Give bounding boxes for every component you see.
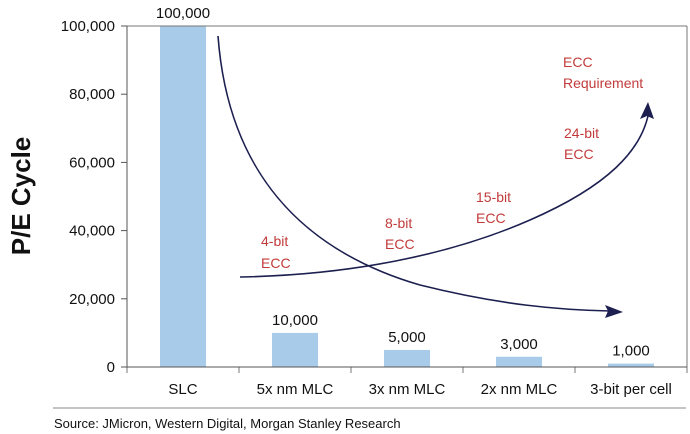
arrowhead-down-right <box>605 305 623 318</box>
x-tick-label: 3x nm MLC <box>369 381 446 398</box>
x-tick-label: 5x nm MLC <box>257 381 334 398</box>
y-axis-label: P/E Cycle <box>6 137 36 256</box>
arrowhead-up <box>640 102 654 119</box>
bar <box>160 26 206 367</box>
bar <box>496 356 542 367</box>
annotation-8bit-line2: ECC <box>385 236 415 252</box>
y-tick-label: 100,000 <box>61 18 115 35</box>
annotation-24bit-line1: 24-bit <box>564 125 599 141</box>
x-tick-label: SLC <box>168 381 197 398</box>
data-label: 3,000 <box>500 336 538 353</box>
increasing-ecc-arrow <box>239 115 649 278</box>
annotation-15bit-line1: 15-bit <box>476 189 511 205</box>
x-tick-label: 3-bit per cell <box>590 381 672 398</box>
data-label: 5,000 <box>388 329 426 346</box>
y-tick-label: 40,000 <box>69 223 115 240</box>
annotation-4bit-line2: ECC <box>261 255 291 271</box>
data-label: 1,000 <box>612 343 650 360</box>
x-tick-label: 2x nm MLC <box>481 381 558 398</box>
annotation-8bit-line1: 8-bit <box>385 215 412 231</box>
bar <box>608 363 654 367</box>
annotation-ecc-requirement-line2: Requirement <box>563 75 643 91</box>
bar <box>384 349 430 367</box>
bar <box>272 332 318 367</box>
y-tick-label: 80,000 <box>69 86 115 103</box>
decreasing-pe-cycle-arrow <box>217 35 611 312</box>
annotation-15bit-line2: ECC <box>476 210 506 226</box>
source-note: Source: JMicron, Western Digital, Morgan… <box>54 416 401 431</box>
data-label: 100,000 <box>156 5 210 22</box>
annotation-ecc-requirement-line1: ECC <box>563 54 593 70</box>
y-tick-label: 0 <box>107 359 115 376</box>
annotation-4bit-line1: 4-bit <box>261 233 288 249</box>
data-label: 10,000 <box>272 312 318 329</box>
annotation-24bit-line2: ECC <box>564 146 594 162</box>
y-tick-label: 20,000 <box>69 291 115 308</box>
y-tick-label: 60,000 <box>69 154 115 171</box>
